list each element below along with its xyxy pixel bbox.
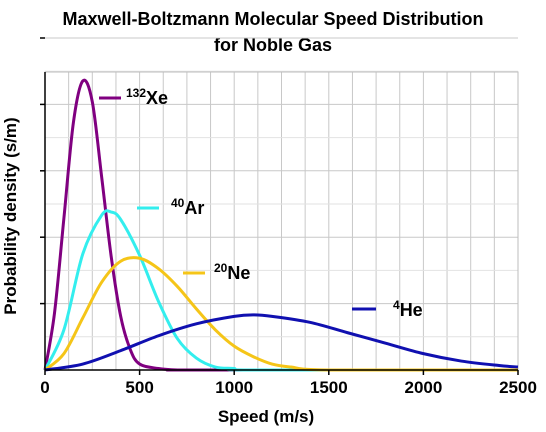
legend-label-he: 4He [393, 298, 423, 320]
legend-mass-number: 40 [171, 196, 185, 210]
chart-title: Maxwell-Boltzmann Molecular Speed Distri… [0, 6, 546, 58]
legend-element-symbol: He [400, 300, 423, 320]
x-tick-label: 0 [40, 378, 49, 397]
series-line-ne [44, 256, 518, 372]
legend-labels: 132Xe 40Ar 20Ne 4He [99, 86, 423, 320]
chart-title-line-1: Maxwell-Boltzmann Molecular Speed Distri… [62, 9, 484, 29]
legend-mass-number: 132 [126, 86, 146, 100]
y-axis-title: Probability density (s/m) [1, 117, 20, 314]
x-tick-label: 500 [125, 378, 153, 397]
chart-title-line-2: for Noble Gas [213, 35, 333, 55]
tick-labels: 0 500 1000 1500 2000 2500 [40, 378, 537, 397]
x-tick-label: 1500 [310, 378, 348, 397]
series-line-he [44, 313, 519, 372]
legend-element-symbol: Ar [184, 198, 204, 218]
x-tick-label: 2500 [499, 378, 537, 397]
legend-mass-number: 20 [214, 261, 228, 275]
legend-label-ar: 40Ar [171, 196, 204, 218]
legend-element-symbol: Xe [146, 88, 168, 108]
x-axis-title: Speed (m/s) [218, 407, 314, 426]
grid [44, 37, 519, 371]
legend-label-xe: 132Xe [126, 86, 168, 108]
x-tick-label: 2000 [404, 378, 442, 397]
legend-element-symbol: Ne [227, 263, 250, 283]
legend-mass-number: 4 [393, 298, 400, 312]
axes [40, 37, 519, 375]
legend-label-ne: 20Ne [214, 261, 250, 283]
x-tick-label: 1000 [215, 378, 253, 397]
